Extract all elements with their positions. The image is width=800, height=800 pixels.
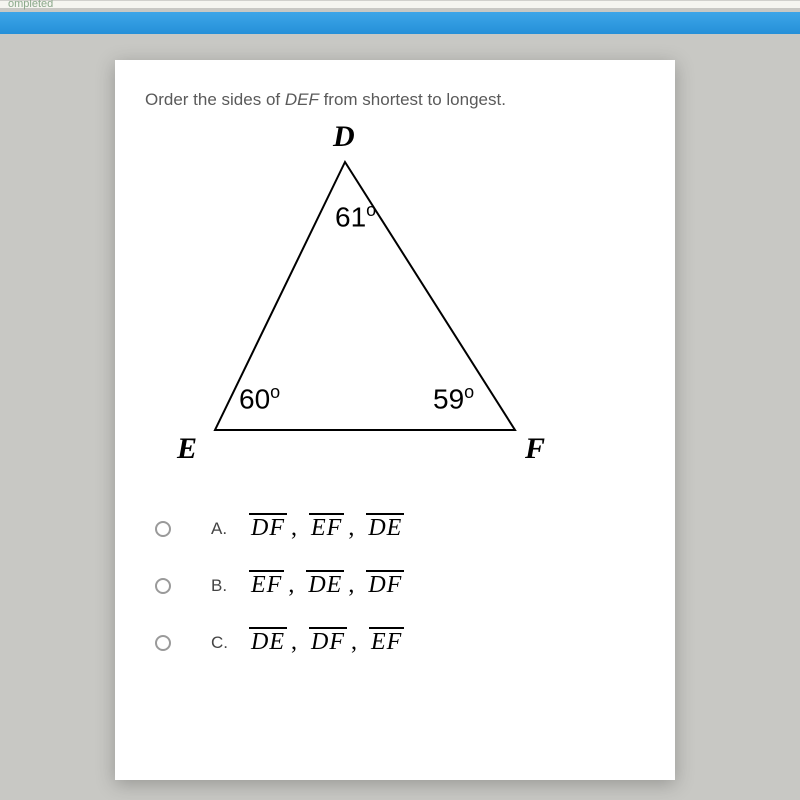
radio-icon[interactable]: [155, 635, 171, 651]
option-a[interactable]: A. DF, EF, DE: [155, 515, 645, 542]
triangle-figure: D E F 61o 60o 59o: [135, 120, 555, 490]
segment: DE: [366, 515, 404, 542]
options-list: A. DF, EF, DE B. EF, DE, DF C. DE, DF, E…: [145, 515, 645, 656]
segment: DF: [249, 515, 287, 542]
angle-d: 61o: [335, 200, 376, 233]
option-letter: C.: [211, 633, 231, 653]
option-text: EF, DE, DF: [249, 572, 404, 599]
angle-e-value: 60: [239, 383, 270, 414]
degree-symbol: o: [270, 382, 280, 402]
question-text: Order the sides of DEF from shortest to …: [145, 90, 645, 110]
vertex-label-e: E: [177, 432, 197, 466]
angle-d-value: 61: [335, 201, 366, 232]
segment: EF: [309, 515, 344, 542]
degree-symbol: o: [366, 200, 376, 220]
option-letter: A.: [211, 519, 231, 539]
question-suffix: from shortest to longest.: [319, 90, 506, 109]
question-triangle-name: DEF: [285, 90, 319, 109]
degree-symbol: o: [464, 382, 474, 402]
option-letter: B.: [211, 576, 231, 596]
header-fragment: ompleted: [8, 0, 53, 10]
question-card: Order the sides of DEF from shortest to …: [115, 60, 675, 780]
option-b[interactable]: B. EF, DE, DF: [155, 572, 645, 599]
header-blue-bar: [0, 12, 800, 34]
segment: DE: [249, 629, 287, 656]
vertex-label-d: D: [333, 120, 355, 154]
radio-icon[interactable]: [155, 521, 171, 537]
segment: DE: [306, 572, 344, 599]
segment: DF: [309, 629, 347, 656]
angle-f: 59o: [433, 382, 474, 415]
segment: EF: [369, 629, 404, 656]
question-prefix: Order the sides of: [145, 90, 285, 109]
angle-f-value: 59: [433, 383, 464, 414]
angle-e: 60o: [239, 382, 280, 415]
segment: DF: [366, 572, 404, 599]
option-c[interactable]: C. DE, DF, EF: [155, 629, 645, 656]
option-text: DE, DF, EF: [249, 629, 404, 656]
triangle-svg: [135, 120, 555, 490]
vertex-label-f: F: [525, 432, 545, 466]
segment: EF: [249, 572, 284, 599]
option-text: DF, EF, DE: [249, 515, 404, 542]
radio-icon[interactable]: [155, 578, 171, 594]
